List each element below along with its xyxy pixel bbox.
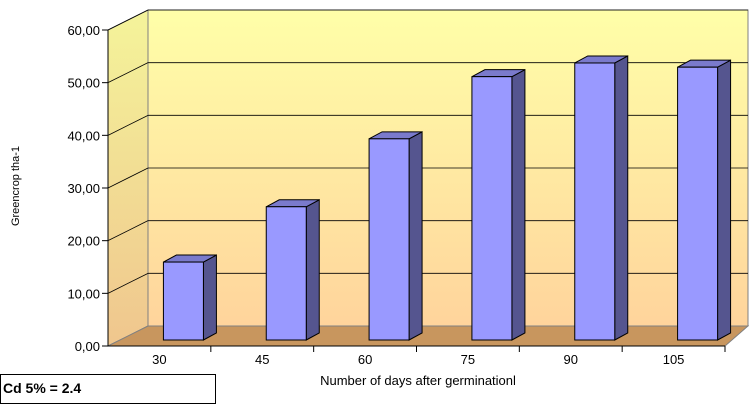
- bar-front: [677, 66, 719, 341]
- x-tick-label: 105: [663, 352, 685, 367]
- bar-side: [511, 68, 526, 341]
- x-tick-label: 75: [461, 352, 475, 367]
- bar-side: [305, 198, 320, 341]
- y-tick-label: 50,00: [67, 76, 100, 91]
- x-tick-label: 45: [255, 352, 269, 367]
- gridline-side: [107, 220, 149, 242]
- bar-front: [574, 62, 616, 341]
- bar-front: [162, 261, 204, 341]
- bar: [677, 59, 732, 341]
- gridline-side: [107, 272, 149, 294]
- y-tick-label: 20,00: [67, 234, 100, 249]
- bar-chart: 0,00 10,00 20,00 30,00 40,00 50,00 60,00 30 45 6…: [10, 9, 749, 388]
- gridline-side: [107, 9, 149, 31]
- bar: [368, 130, 423, 341]
- bar: [574, 55, 629, 341]
- y-axis-label: Greencrop tha-1: [10, 146, 22, 226]
- y-tick-labels: 0,00 10,00 20,00 30,00 40,00 50,00 60,00: [67, 23, 108, 354]
- bar-side: [614, 55, 629, 341]
- bar-front: [368, 138, 410, 341]
- y-tick-label: 40,00: [67, 128, 100, 143]
- bar: [471, 68, 526, 341]
- bar-side: [717, 59, 732, 341]
- bar: [162, 254, 217, 341]
- y-tick-label: 60,00: [67, 23, 100, 38]
- gridline-side: [107, 114, 149, 136]
- bar-front: [265, 206, 307, 341]
- y-tick-label: 0,00: [75, 339, 100, 354]
- y-tick-label: 30,00: [67, 181, 100, 196]
- x-tick-labels: 30 45 60 75 90 105: [152, 346, 726, 367]
- x-tick-label: 60: [358, 352, 372, 367]
- y-tick-label: 10,00: [67, 286, 100, 301]
- cd-annotation-box: Cd 5% = 2.4: [0, 374, 216, 404]
- gridline-side: [107, 62, 149, 84]
- bar: [265, 198, 320, 341]
- x-tick-label: 90: [564, 352, 578, 367]
- bars: [162, 55, 732, 341]
- bar-side: [408, 130, 423, 341]
- bar-front: [471, 76, 513, 341]
- gridline-side: [107, 167, 149, 189]
- x-axis-label: Number of days after germinationl: [320, 373, 516, 388]
- x-tick-label: 30: [152, 352, 166, 367]
- bar-side: [202, 254, 217, 341]
- cd-annotation-text: Cd 5% = 2.4: [3, 380, 82, 396]
- gridlines: [107, 9, 748, 294]
